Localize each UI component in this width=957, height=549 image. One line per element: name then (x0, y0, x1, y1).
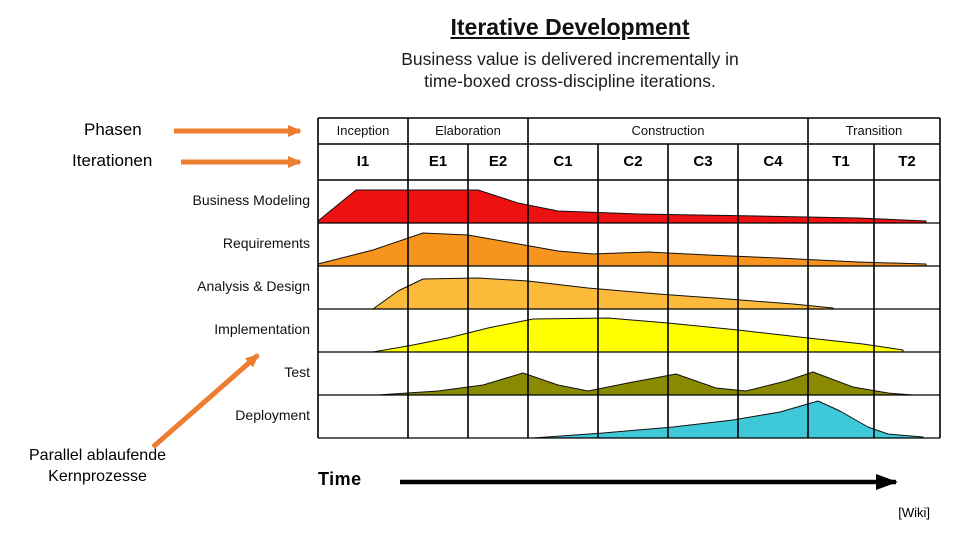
phasen-label: Phasen (84, 120, 142, 139)
time-axis-label: Time (318, 469, 362, 489)
page-title: Iterative Development (450, 14, 690, 40)
hump-requirements (317, 232, 927, 267)
discipline-label-analysis-design: Analysis & Design (197, 278, 310, 294)
hump-test (377, 371, 914, 396)
phase-cell-construction: Construction (631, 123, 705, 138)
iteration-cell-i1: I1 (356, 153, 370, 170)
parallel-processes-line-1: Parallel ablaufende (29, 447, 166, 464)
discipline-label-deployment: Deployment (235, 407, 310, 423)
iteration-cell-t1: T1 (832, 153, 850, 170)
parallel-processes-label: Parallel ablaufende Kernprozesse (0, 445, 195, 487)
subtitle: Business value is delivered incrementall… (270, 48, 870, 92)
hump-deployment (532, 400, 924, 439)
parallel-processes-line-2: Kernprozesse (48, 468, 147, 485)
iteration-cell-c1: C1 (553, 153, 573, 170)
subtitle-line-1: Business value is delivered incrementall… (401, 49, 739, 69)
hump-analysis-design (372, 277, 834, 310)
iteration-cell-c4: C4 (763, 153, 783, 170)
rup-hump-chart (317, 117, 941, 439)
discipline-label-requirements: Requirements (222, 235, 310, 251)
discipline-label-test: Test (284, 364, 310, 380)
hump-implementation (372, 317, 904, 353)
iterationen-label: Iterationen (72, 151, 153, 170)
hump-business-modeling (317, 189, 927, 224)
discipline-label-business-modeling: Business Modeling (192, 192, 310, 208)
discipline-label-implementation: Implementation (214, 321, 310, 337)
attribution: [Wiki] (898, 505, 930, 520)
phase-cell-transition: Transition (845, 123, 903, 138)
iteration-cell-e1: E1 (428, 153, 448, 170)
iteration-cell-t2: T2 (898, 153, 916, 170)
phase-cell-elaboration: Elaboration (435, 123, 501, 138)
phase-cell-inception: Inception (336, 123, 390, 138)
iteration-cell-e2: E2 (488, 153, 508, 170)
iteration-cell-c3: C3 (693, 153, 713, 170)
iteration-cell-c2: C2 (623, 153, 643, 170)
subtitle-line-2: time-boxed cross-discipline iterations. (424, 71, 716, 91)
